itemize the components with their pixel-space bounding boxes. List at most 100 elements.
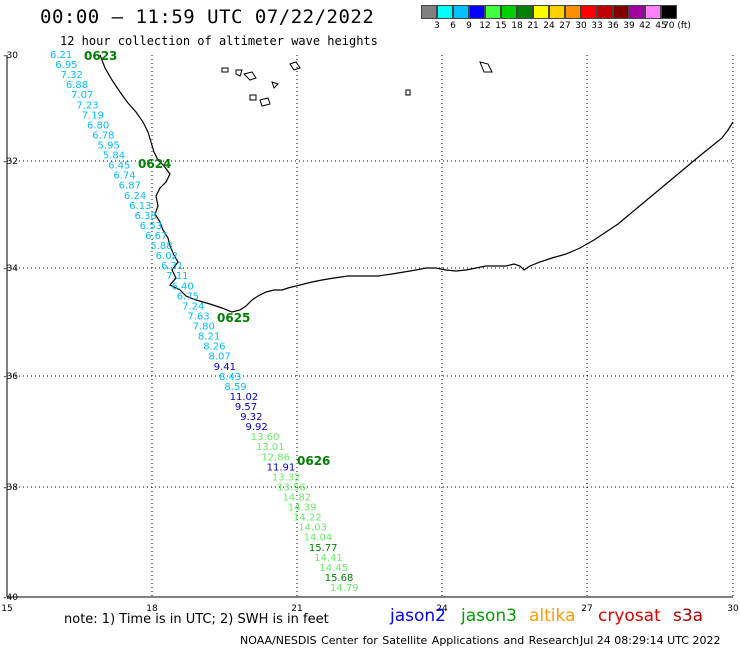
swh-observation: 11.02 <box>230 392 259 403</box>
islands <box>221 61 493 107</box>
lon-label: 18 <box>146 604 158 614</box>
footer-credit: NOAA/NESDIS Center for Satellite Applica… <box>240 634 580 647</box>
swh-observation: 7.24 <box>182 301 204 312</box>
color-swatch-13 <box>629 5 645 19</box>
swh-observation: 13.32 <box>272 472 301 483</box>
color-swatch-7 <box>533 5 549 19</box>
lat-label: -36 <box>3 372 18 382</box>
swh-observation: 6.74 <box>113 171 135 182</box>
color-swatch-12 <box>613 5 629 19</box>
color-scale-label: 30 <box>575 21 587 31</box>
swh-observation: 7.63 <box>187 311 209 322</box>
swh-observation: 6.13 <box>129 201 151 212</box>
legend-jason2: jason2 <box>390 606 446 626</box>
color-swatch-8 <box>549 5 565 19</box>
swh-observation: 9.41 <box>214 362 236 373</box>
lat-label: -30 <box>3 51 18 61</box>
swh-observation: 6.45 <box>108 161 130 172</box>
legend-altika: altika <box>529 606 576 626</box>
swh-observation: 6.31 <box>161 261 183 272</box>
swh-observation: 14.41 <box>314 553 343 564</box>
note-text: note: 1) Time is in UTC; 2) SWH is in fe… <box>64 612 329 627</box>
color-scale-label: 45 <box>655 21 667 31</box>
color-swatch-5 <box>501 5 517 19</box>
lat-label: -34 <box>3 264 18 274</box>
lat-lon-grid <box>7 55 734 597</box>
page-title: 00:00 – 11:59 UTC 07/22/2022 <box>40 6 375 28</box>
color-scale-label: 70 (ft) <box>663 21 691 31</box>
swh-observation: 14.79 <box>330 583 359 594</box>
lon-label: 15 <box>1 604 12 614</box>
swh-observation: 6.24 <box>124 191 146 202</box>
color-swatch-0 <box>421 5 437 19</box>
lat-label: -40 <box>3 593 18 603</box>
swh-observation: 9.32 <box>240 412 262 423</box>
color-scale-label: 24 <box>543 21 555 31</box>
swh-observation: 12.86 <box>261 452 290 463</box>
color-scale-label: 9 <box>466 21 472 31</box>
lat-label: -32 <box>3 157 18 167</box>
swh-observation: 8.43 <box>219 372 241 383</box>
swh-observation: 6.75 <box>177 291 199 302</box>
page-subtitle: 12 hour collection of altimeter wave hei… <box>60 34 378 48</box>
swh-observation: 7.07 <box>71 90 93 101</box>
legend-s3a: s3a <box>673 606 704 626</box>
color-scale-label: 3 <box>434 21 440 31</box>
swh-observation: 6.95 <box>55 60 77 71</box>
swh-observation: 8.26 <box>203 342 225 353</box>
swh-observation: 14.03 <box>298 523 327 534</box>
color-swatch-6 <box>517 5 533 19</box>
swh-observation: 6.21 <box>50 50 72 61</box>
swh-observation: 6.02 <box>156 251 178 262</box>
color-swatch-9 <box>565 5 581 19</box>
color-swatch-2 <box>453 5 469 19</box>
pass-time-label: 0623 <box>84 49 117 63</box>
swh-observation: 5.95 <box>98 141 120 152</box>
swh-observation: 5.84 <box>103 151 125 162</box>
swh-observation: 6.38 <box>135 211 157 222</box>
legend-cryosat: cryosat <box>598 606 661 626</box>
color-swatch-15 <box>661 5 677 19</box>
pass-time-label: 0625 <box>217 311 250 325</box>
color-swatch-14 <box>645 5 661 19</box>
swh-observation: 8.59 <box>224 382 246 393</box>
color-scale-label: 33 <box>591 21 603 31</box>
swh-observation: 14.04 <box>304 533 333 544</box>
pass-time-label: 0626 <box>297 454 330 468</box>
swh-observation: 8.07 <box>208 352 230 363</box>
swh-observation: 8.21 <box>198 332 220 343</box>
swh-observation: 7.80 <box>193 322 215 333</box>
swh-observation: 14.22 <box>293 513 322 524</box>
color-scale-label: 39 <box>623 21 635 31</box>
color-swatch-4 <box>485 5 501 19</box>
swh-observation: 15.77 <box>309 543 338 554</box>
coastline <box>99 54 734 313</box>
color-swatch-10 <box>581 5 597 19</box>
legend-jason3: jason3 <box>461 606 517 626</box>
color-scale-label: 36 <box>607 21 619 31</box>
swh-observation: 6.67 <box>145 231 167 242</box>
swh-observation: 6.88 <box>66 80 88 91</box>
swh-observation: 14.82 <box>282 492 311 503</box>
swh-observation: 13.01 <box>256 442 285 453</box>
color-scale-label: 21 <box>527 21 539 31</box>
lon-label: 30 <box>727 604 739 614</box>
pass-time-labels: 0623 0624 0625 0626 <box>84 49 330 468</box>
swh-observation: 9.92 <box>245 422 267 433</box>
swh-observation: 6.53 <box>140 221 162 232</box>
swh-observation: 6.78 <box>92 130 114 141</box>
color-scale-label: 27 <box>559 21 571 31</box>
pass-time-label: 0624 <box>138 157 171 171</box>
color-scale-label: 6 <box>450 21 456 31</box>
swh-observation: 6.87 <box>119 181 141 192</box>
color-scale-label: 18 <box>511 21 523 31</box>
swh-observation: 6.40 <box>172 281 194 292</box>
swh-observation: 15.68 <box>325 573 354 584</box>
color-swatch-3 <box>469 5 485 19</box>
color-swatches <box>421 5 677 19</box>
swh-observation: 13.60 <box>251 432 280 443</box>
color-scale-label: 42 <box>639 21 651 31</box>
color-scale-label: 15 <box>495 21 507 31</box>
